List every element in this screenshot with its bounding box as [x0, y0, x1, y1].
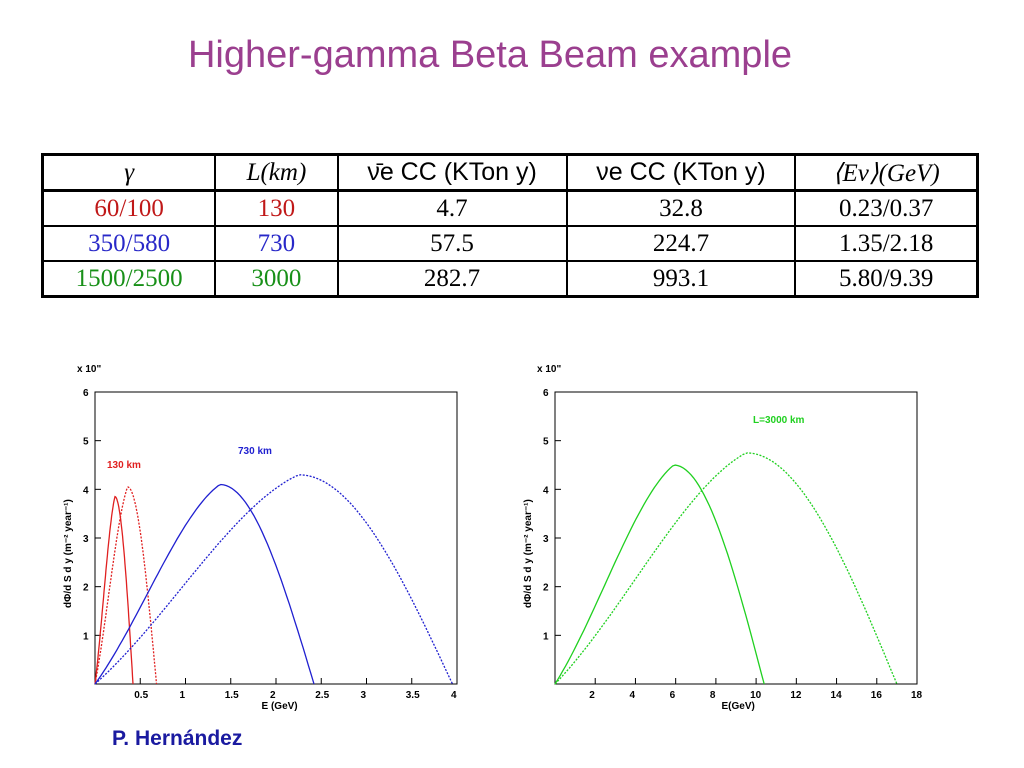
curve-annotation: L=3000 km	[753, 415, 805, 426]
cell-mean-energy: 0.23/0.37	[794, 189, 979, 227]
header-gamma: γ	[41, 153, 217, 192]
x-tick-label: 8	[710, 690, 716, 701]
cell-baseline: 730	[214, 225, 339, 262]
cell-gamma: 60/100	[41, 189, 217, 227]
x-tick-label: 18	[911, 690, 923, 701]
x-tick-label: 2.5	[315, 690, 329, 701]
table-row: 60/100 130 4.7 32.8 0.23/0.37	[41, 189, 979, 227]
x-tick-label: 4	[629, 690, 635, 701]
x-tick-label: 14	[831, 690, 843, 701]
x-tick-label: 3	[361, 690, 367, 701]
cell-mean-energy: 5.80/9.39	[794, 260, 979, 298]
y-tick-label: 1	[543, 631, 549, 642]
table-row: 350/580 730 57.5 224.7 1.35/2.18	[41, 225, 979, 262]
y-tick-label: 6	[83, 388, 89, 399]
cell-nu-cc: 224.7	[565, 225, 797, 262]
curve-annotation: 730 km	[238, 446, 272, 457]
x-tick-label: 0.5	[134, 690, 148, 701]
results-table: γ L(km) ν̄e CC (KTon y) νe CC (KTon y) ⟨…	[41, 153, 979, 298]
cell-baseline: 130	[214, 189, 339, 227]
header-nu-cc: νe CC (KTon y)	[565, 153, 797, 192]
x-tick-label: 16	[871, 690, 883, 701]
table-header-row: γ L(km) ν̄e CC (KTon y) νe CC (KTon y) ⟨…	[41, 153, 979, 192]
x-tick-label: 3.5	[406, 690, 420, 701]
series-line-0	[554, 464, 765, 685]
exponent-label: x 10"	[537, 364, 561, 375]
author-credit: P. Hernández	[112, 727, 243, 750]
y-axis-label: dΦ/d S d y (m⁻² year⁻¹)	[63, 499, 74, 608]
series-line-2	[94, 483, 315, 685]
y-tick-label: 5	[543, 437, 549, 448]
slide-title: Higher-gamma Beta Beam example	[187, 34, 793, 76]
x-tick-label: 1.5	[225, 690, 239, 701]
header-antinu-cc: ν̄e CC (KTon y)	[336, 153, 568, 192]
y-tick-label: 2	[83, 583, 89, 594]
plot-frame	[554, 391, 918, 685]
x-tick-label: 12	[790, 690, 802, 701]
y-tick-label: 3	[543, 534, 549, 545]
cell-nu-cc: 32.8	[565, 189, 797, 227]
y-tick-label: 6	[543, 388, 549, 399]
y-tick-label: 3	[83, 534, 89, 545]
cell-gamma: 1500/2500	[41, 260, 217, 298]
table-row: 1500/2500 3000 282.7 993.1 5.80/9.39	[41, 260, 979, 298]
x-tick-label: 2	[270, 690, 276, 701]
y-tick-label: 4	[543, 485, 549, 496]
cell-nu-cc: 993.1	[565, 260, 797, 298]
cell-baseline: 3000	[214, 260, 339, 298]
cell-mean-energy: 1.35/2.18	[794, 225, 979, 262]
x-tick-label: 10	[750, 690, 762, 701]
y-tick-label: 1	[83, 631, 89, 642]
exponent-label: x 10"	[77, 364, 101, 375]
series-line-1	[94, 486, 158, 685]
series-line-1	[554, 452, 898, 685]
y-tick-label: 5	[83, 437, 89, 448]
flux-plot-low-energy: x 10" 1 2 3 4 5 6 0.5 1 1.5 2 2.5 3 3.5 4 E (GeV) dΦ/d S…	[63, 364, 458, 712]
cell-gamma: 350/580	[41, 225, 217, 262]
x-axis-label: E(GeV)	[722, 701, 755, 712]
header-baseline: L(km)	[214, 153, 339, 192]
y-tick-label: 2	[543, 583, 549, 594]
series-line-3	[94, 474, 454, 685]
y-tick-label: 4	[83, 485, 89, 496]
series-line-0	[94, 495, 134, 685]
header-mean-energy: ⟨Eν⟩(GeV)	[794, 153, 979, 192]
plot-frame	[94, 391, 458, 685]
x-tick-label: 1	[180, 690, 186, 701]
x-tick-label: 6	[670, 690, 676, 701]
x-axis-label: E (GeV)	[262, 701, 298, 712]
y-axis-label: dΦ/d S d y (m⁻² year⁻¹)	[523, 499, 534, 608]
x-tick-label: 4	[451, 690, 457, 701]
cell-antinu-cc: 57.5	[336, 225, 568, 262]
curve-annotation: 130 km	[107, 460, 141, 471]
x-tick-label: 2	[589, 690, 595, 701]
cell-antinu-cc: 282.7	[336, 260, 568, 298]
cell-antinu-cc: 4.7	[336, 189, 568, 227]
